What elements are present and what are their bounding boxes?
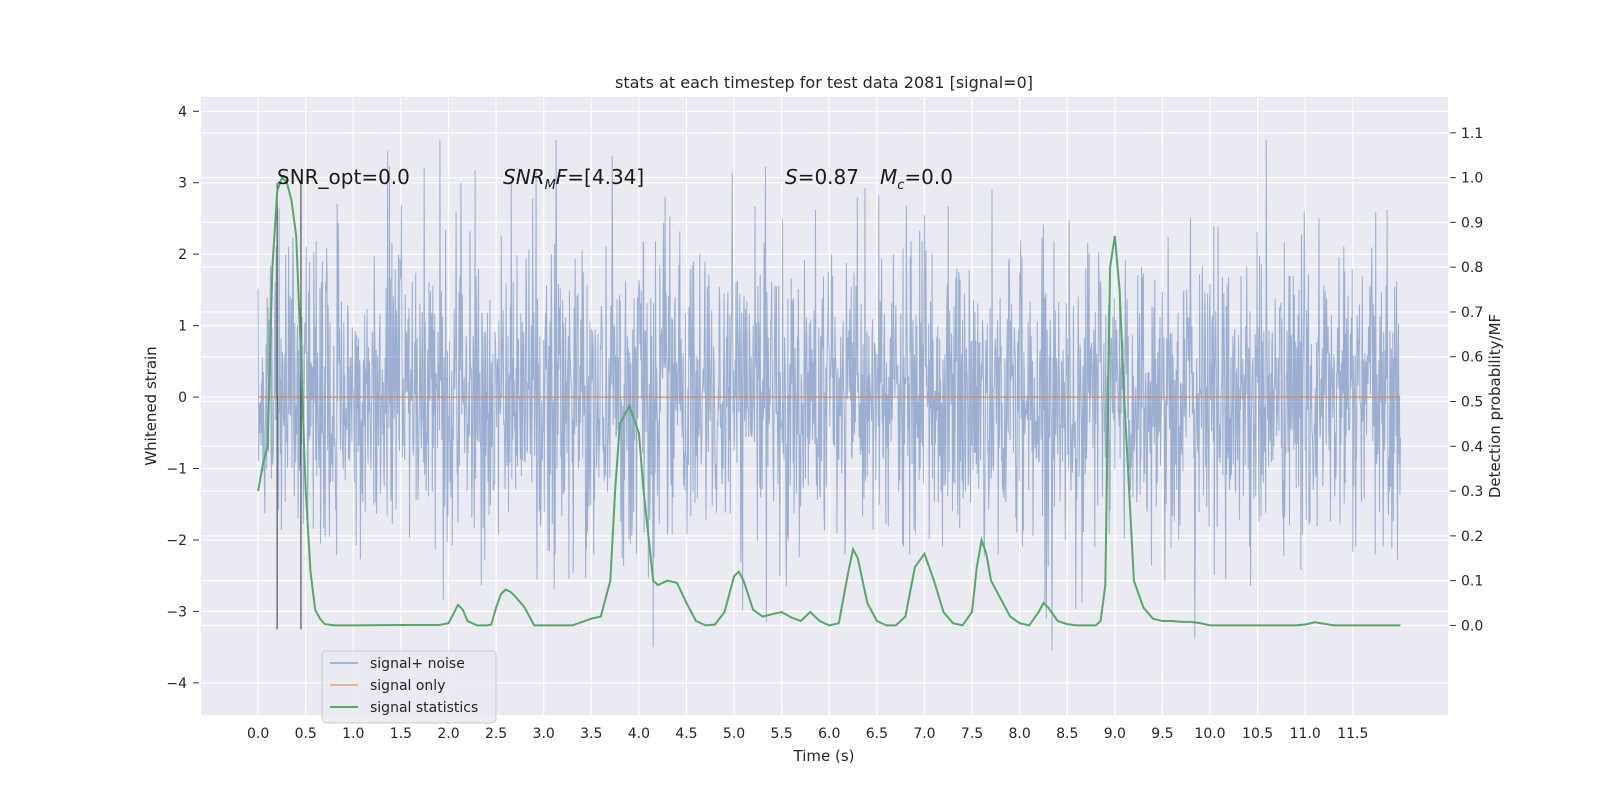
annotation-mc: Mc=0.0: [880, 165, 953, 193]
legend-box: [321, 650, 497, 724]
x-tick-label: 0.5: [295, 726, 317, 742]
x-tick-label: 2.0: [437, 726, 459, 742]
x-tick-label: 6.0: [818, 726, 840, 742]
snr-mf-base: SNR: [503, 165, 545, 189]
y-left-tick-label: 3: [178, 176, 187, 192]
x-tick-label: 11.0: [1290, 726, 1321, 742]
snr-mf-subscript: M: [545, 178, 556, 193]
mc-value: =0.0: [904, 165, 953, 189]
x-tick-label: 9.0: [1104, 726, 1126, 742]
x-tick-label: 10.0: [1194, 726, 1225, 742]
signal-noise-series: [257, 139, 1401, 651]
s-value: =0.87: [798, 165, 859, 189]
signal-noise-line: [257, 139, 1401, 651]
y-left-tick-label: 2: [178, 247, 187, 263]
snr-mf-rest: F=[4.34]: [556, 165, 644, 189]
y-left-tick-label: 0: [178, 390, 187, 406]
x-tick-label: 0.0: [247, 726, 269, 742]
signal-statistics-line: [257, 175, 1401, 627]
y-right-tick-label: 1.0: [1461, 171, 1483, 187]
y-right-tick-label: 0.2: [1461, 529, 1483, 545]
y-right-tick-label: 0.5: [1461, 395, 1483, 411]
x-tick-label: 4.0: [628, 726, 650, 742]
snr-mf-f-letter: F: [556, 165, 568, 189]
y-right-tick-label: 0.4: [1461, 439, 1483, 455]
x-tick-label: 10.5: [1242, 726, 1273, 742]
x-tick-label: 1.0: [342, 726, 364, 742]
y-right-tick-label: 0.1: [1461, 574, 1483, 590]
s-var: S: [785, 165, 798, 189]
y-right-tick-label: 0.6: [1461, 350, 1483, 366]
mc-subscript: c: [897, 178, 904, 193]
x-tick-label: 5.5: [771, 726, 793, 742]
chart-title: stats at each timestep for test data 208…: [615, 73, 1033, 92]
mc-var: M: [880, 165, 897, 189]
y-right-tick-label: 0.0: [1461, 618, 1483, 634]
x-tick-label: 9.5: [1151, 726, 1173, 742]
annotation-snr-opt: SNR_opt=0.0: [277, 165, 410, 189]
vertical-markers: [276, 182, 302, 630]
signal-statistics-series: [257, 175, 1401, 627]
legend: signal+ noise signal only signal statist…: [321, 650, 497, 724]
x-tick-label: 11.5: [1337, 726, 1368, 742]
y-left-tick-label: 4: [178, 104, 187, 120]
y-right-tick-label: 0.8: [1461, 260, 1483, 276]
y-right-tick-label: 1.1: [1461, 126, 1483, 142]
x-tick-label: 4.5: [675, 726, 697, 742]
y-right-axis-label: Detection probability/MF: [1486, 314, 1504, 498]
x-tick-label: 1.5: [390, 726, 412, 742]
x-tick-label: 8.5: [1056, 726, 1078, 742]
x-tick-label: 8.0: [1009, 726, 1031, 742]
y-left-tick-label: −4: [166, 676, 187, 692]
grid: [201, 97, 1448, 715]
y-right-tick-label: 0.7: [1461, 305, 1483, 321]
annotation-s: S=0.87: [785, 165, 859, 189]
legend-label-noise: signal+ noise: [370, 656, 465, 672]
x-tick-label: 6.5: [866, 726, 888, 742]
x-axis-label: Time (s): [793, 747, 855, 765]
x-tick-label: 2.5: [485, 726, 507, 742]
x-tick-label: 7.5: [961, 726, 983, 742]
annotation-snr-mf: SNRMF=[4.34]: [503, 165, 644, 193]
x-axis-ticks: 0.0 0.5 1.0 1.5 2.0 2.5 3.0 3.5 4.0 4.5 5.0 5.5 6.0 6…: [247, 726, 1368, 742]
y-left-tick-label: −3: [166, 604, 187, 620]
y-left-tick-label: −1: [166, 462, 187, 478]
x-tick-label: 3.5: [580, 726, 602, 742]
y-right-axis-ticks: 0.0 0.1 0.2 0.3 0.4 0.5 0.6 0.7 0.8 0.9 1.0 1.1: [1450, 126, 1483, 634]
legend-label-signal: signal only: [370, 678, 445, 694]
y-right-tick-label: 0.3: [1461, 484, 1483, 500]
y-right-tick-label: 0.9: [1461, 215, 1483, 231]
y-left-tick-label: 1: [178, 319, 187, 335]
x-tick-label: 7.0: [913, 726, 935, 742]
y-left-axis-ticks: −4 −3 −2 −1 0 1 2 3 4: [166, 104, 199, 692]
y-left-tick-label: −2: [166, 533, 187, 549]
x-tick-label: 5.0: [723, 726, 745, 742]
snr-mf-value: =[4.34]: [567, 165, 644, 189]
y-left-axis-label: Whitened strain: [142, 346, 160, 465]
legend-label-statistics: signal statistics: [370, 700, 478, 716]
x-tick-label: 3.0: [533, 726, 555, 742]
